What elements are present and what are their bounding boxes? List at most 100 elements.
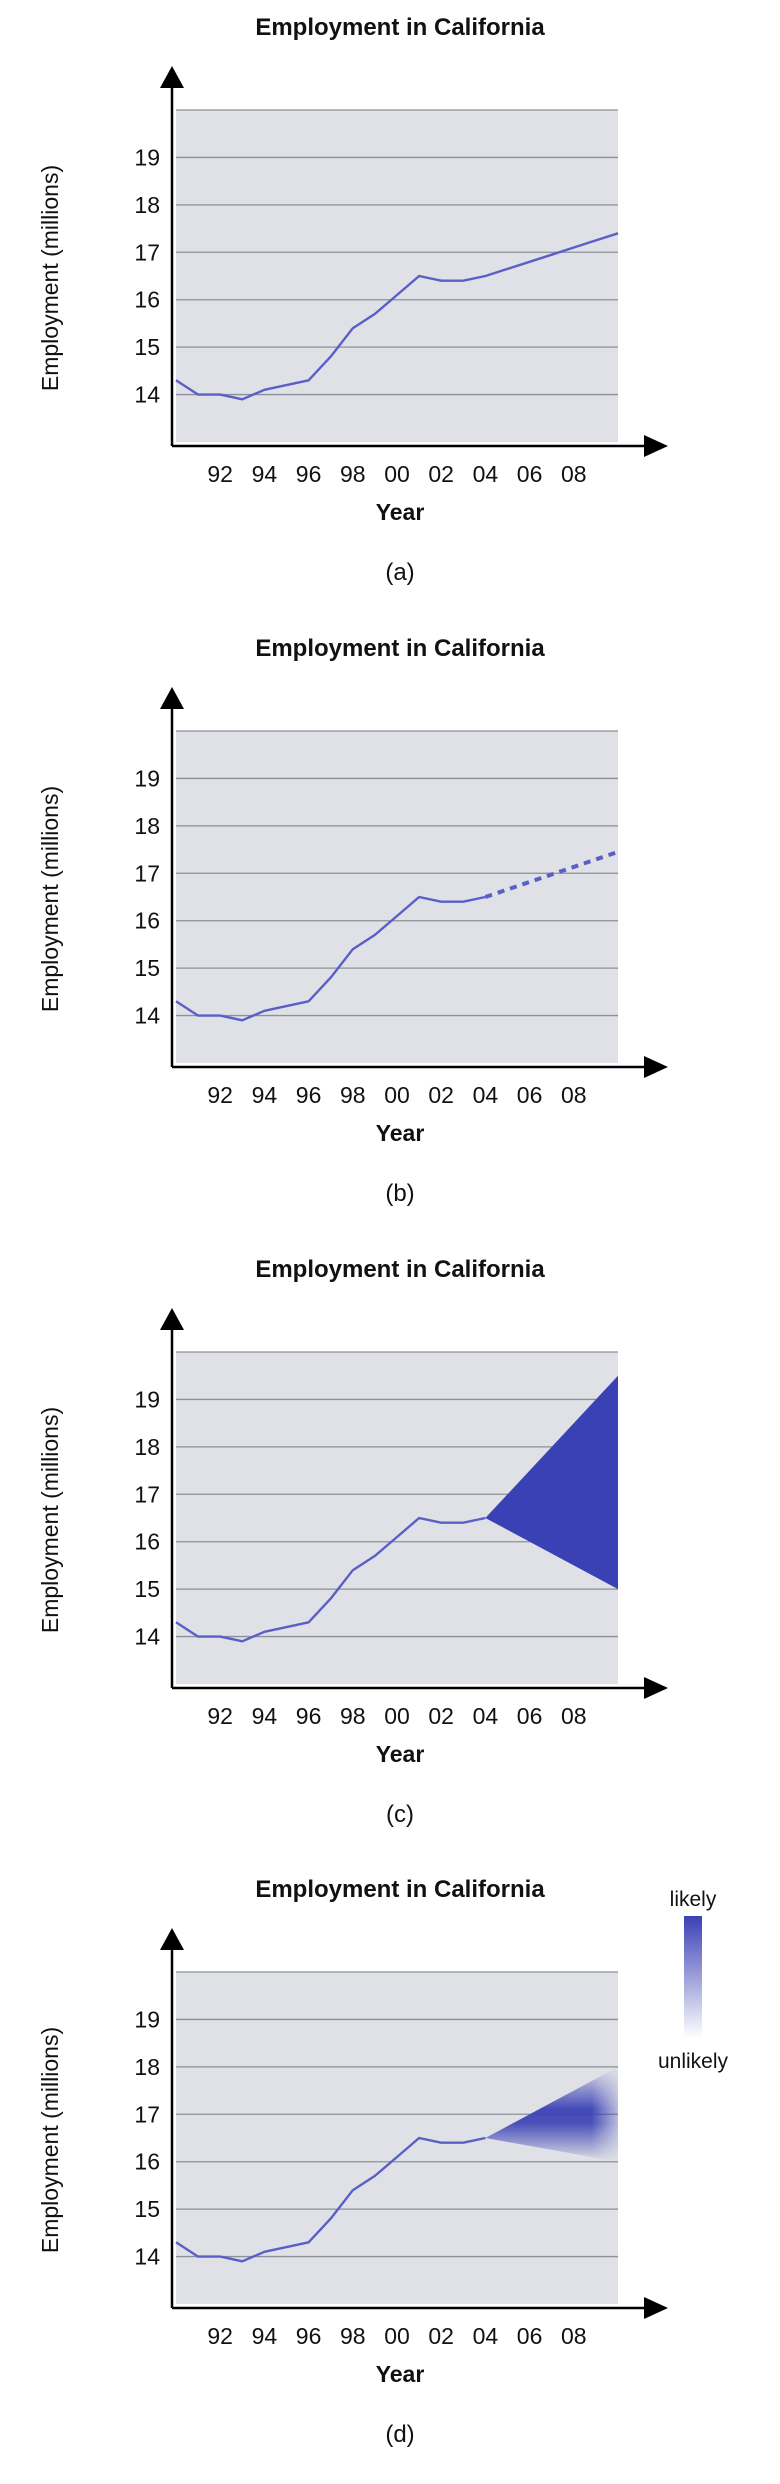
x-tick-label: 92 xyxy=(207,1082,233,1108)
x-axis-arrow-icon xyxy=(644,1056,668,1078)
x-tick-label: 00 xyxy=(384,1703,410,1729)
chart-title: Employment in California xyxy=(255,14,545,41)
x-tick-label: 98 xyxy=(340,1082,366,1108)
x-tick-label: 96 xyxy=(296,461,322,487)
x-axis-label: Year xyxy=(376,2361,425,2387)
forecast-cone xyxy=(485,1375,618,1590)
plot-area xyxy=(176,110,618,442)
employment-line xyxy=(175,232,619,401)
x-tick-label: 94 xyxy=(252,461,278,487)
chart-panel-d: Employment in California 14 15 16 17 18 19 like… xyxy=(37,1876,729,2448)
y-axis-arrow-icon xyxy=(160,66,184,88)
x-tick-label: 04 xyxy=(473,1703,499,1729)
y-tick-label: 19 xyxy=(134,144,160,170)
x-tick-label: 06 xyxy=(517,461,543,487)
x-tick-label: 08 xyxy=(561,2323,587,2349)
chart-panel-a: Employment in California 14 15 16 17 18 19 92 94… xyxy=(37,14,668,586)
employment-line xyxy=(175,2136,486,2263)
y-tick-label: 19 xyxy=(134,1386,160,1412)
y-tick-label: 15 xyxy=(134,955,160,981)
likelihood-legend-bar xyxy=(684,1916,702,2038)
x-axis-arrow-icon xyxy=(644,435,668,457)
x-tick-label: 00 xyxy=(384,1082,410,1108)
x-tick-label: 96 xyxy=(296,1082,322,1108)
y-tick-label: 18 xyxy=(134,2054,160,2080)
x-tick-label: 92 xyxy=(207,1703,233,1729)
y-tick-label: 16 xyxy=(134,1529,160,1555)
x-tick-label: 08 xyxy=(561,1703,587,1729)
panel-label: (c) xyxy=(386,1801,414,1828)
employment-line xyxy=(175,895,486,1022)
x-tick-label: 92 xyxy=(207,461,233,487)
y-tick-label: 14 xyxy=(134,1624,160,1650)
x-tick-label: 06 xyxy=(517,2323,543,2349)
x-axis-label: Year xyxy=(376,1120,425,1146)
chart-panel-b: Employment in California 14 15 16 17 18 19 92 94… xyxy=(37,635,668,1207)
x-tick-label: 94 xyxy=(252,1703,278,1729)
x-tick-label: 98 xyxy=(340,1703,366,1729)
y-tick-label: 17 xyxy=(134,239,160,265)
panel-label: (b) xyxy=(385,1180,414,1207)
legend-unlikely-label: unlikely xyxy=(658,2050,729,2073)
x-tick-label: 04 xyxy=(473,461,499,487)
x-tick-label: 02 xyxy=(428,1703,454,1729)
y-axis-label: Employment (millions) xyxy=(37,1407,63,1633)
y-tick-label: 14 xyxy=(134,2244,160,2270)
legend-likely-label: likely xyxy=(670,1888,717,1911)
x-axis-arrow-icon xyxy=(644,1677,668,1699)
employment-line xyxy=(175,1516,486,1643)
y-axis-label: Employment (millions) xyxy=(37,786,63,1012)
y-tick-label: 16 xyxy=(134,2149,160,2175)
y-axis-arrow-icon xyxy=(160,687,184,709)
x-tick-label: 06 xyxy=(517,1082,543,1108)
forecast-fan xyxy=(485,2066,618,2162)
y-tick-label: 16 xyxy=(134,287,160,313)
panel-label: (d) xyxy=(385,2421,414,2448)
y-tick-label: 17 xyxy=(134,860,160,886)
y-axis-arrow-icon xyxy=(160,1928,184,1950)
y-tick-label: 18 xyxy=(134,192,160,218)
y-axis-arrow-icon xyxy=(160,1308,184,1330)
x-tick-label: 98 xyxy=(340,2323,366,2349)
y-tick-label: 18 xyxy=(134,1434,160,1460)
plot-area xyxy=(176,731,618,1063)
y-tick-label: 19 xyxy=(134,2006,160,2032)
x-tick-label: 92 xyxy=(207,2323,233,2349)
y-tick-label: 19 xyxy=(134,765,160,791)
x-tick-label: 98 xyxy=(340,461,366,487)
x-tick-label: 94 xyxy=(252,2323,278,2349)
x-tick-label: 02 xyxy=(428,1082,454,1108)
x-tick-label: 96 xyxy=(296,1703,322,1729)
y-tick-label: 16 xyxy=(134,908,160,934)
x-tick-label: 06 xyxy=(517,1703,543,1729)
chart-title: Employment in California xyxy=(255,1256,545,1283)
x-axis-label: Year xyxy=(376,499,425,525)
x-tick-label: 00 xyxy=(384,461,410,487)
x-tick-label: 08 xyxy=(561,1082,587,1108)
y-tick-label: 15 xyxy=(134,334,160,360)
panel-label: (a) xyxy=(385,559,414,586)
y-tick-label: 15 xyxy=(134,2196,160,2222)
forecast-dashed-line xyxy=(484,850,619,899)
y-tick-label: 18 xyxy=(134,813,160,839)
chart-title: Employment in California xyxy=(255,635,545,662)
x-axis-arrow-icon xyxy=(644,2297,668,2319)
x-tick-label: 96 xyxy=(296,2323,322,2349)
y-tick-label: 17 xyxy=(134,2101,160,2127)
chart-title: Employment in California xyxy=(255,1876,545,1903)
x-tick-label: 94 xyxy=(252,1082,278,1108)
x-tick-label: 04 xyxy=(473,2323,499,2349)
x-tick-label: 00 xyxy=(384,2323,410,2349)
y-axis-label: Employment (millions) xyxy=(37,2027,63,2253)
x-tick-label: 04 xyxy=(473,1082,499,1108)
x-tick-label: 02 xyxy=(428,2323,454,2349)
y-tick-label: 14 xyxy=(134,1003,160,1029)
chart-panel-c: Employment in California 14 15 16 17 18 19 92 94… xyxy=(37,1256,668,1828)
y-tick-label: 17 xyxy=(134,1481,160,1507)
y-axis-label: Employment (millions) xyxy=(37,165,63,391)
x-tick-label: 08 xyxy=(561,461,587,487)
y-tick-label: 15 xyxy=(134,1576,160,1602)
x-tick-label: 02 xyxy=(428,461,454,487)
x-axis-label: Year xyxy=(376,1741,425,1767)
